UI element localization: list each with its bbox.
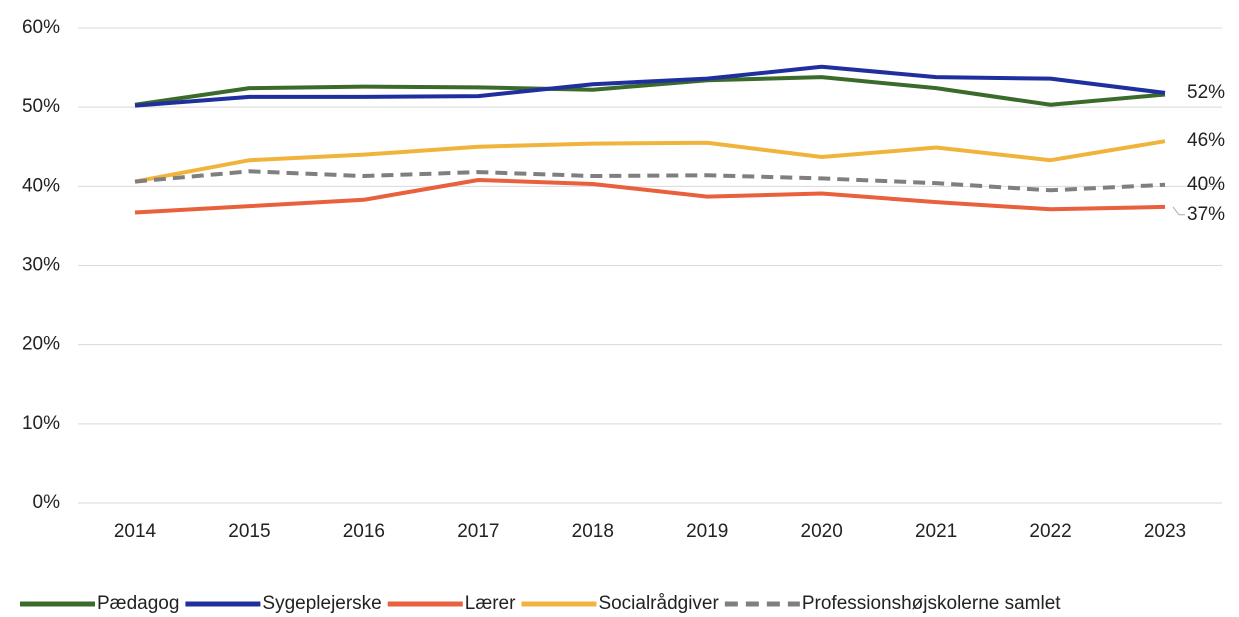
line-series xyxy=(134,75,1166,107)
x-tick-label: 2022 xyxy=(1029,521,1071,542)
y-tick-label: 10% xyxy=(22,413,60,434)
data-label: 46% xyxy=(1187,130,1225,151)
y-tick-label: 40% xyxy=(22,175,60,196)
legend-label: Sygeplejerske xyxy=(262,593,381,614)
y-tick-label: 60% xyxy=(22,17,60,38)
y-tick-label: 20% xyxy=(22,334,60,355)
line-series xyxy=(134,178,1166,215)
data-label: 40% xyxy=(1187,174,1225,195)
data-label: 37% xyxy=(1187,204,1225,225)
x-tick-label: 2023 xyxy=(1144,521,1186,542)
y-tick-label: 30% xyxy=(22,255,60,276)
x-tick-label: 2016 xyxy=(343,521,385,542)
x-tick-label: 2018 xyxy=(572,521,614,542)
x-tick-label: 2014 xyxy=(114,521,157,542)
x-tick-label: 2015 xyxy=(228,521,270,542)
legend-label: Lærer xyxy=(465,593,516,614)
x-tick-label: 2020 xyxy=(801,521,843,542)
y-tick-label: 0% xyxy=(33,492,61,513)
legend-label: Pædagog xyxy=(97,593,179,614)
x-tick-label: 2017 xyxy=(457,521,499,542)
line-series xyxy=(134,64,1166,108)
x-tick-label: 2021 xyxy=(915,521,957,542)
legend-label: Professionshøjskolerne samlet xyxy=(802,593,1061,614)
x-tick-label: 2019 xyxy=(686,521,728,542)
line-series xyxy=(134,139,1166,184)
legend-label: Socialrådgiver xyxy=(598,593,719,614)
data-label: 52% xyxy=(1187,82,1225,103)
y-tick-label: 50% xyxy=(22,96,60,117)
leader-line xyxy=(1172,206,1185,216)
line-series xyxy=(134,169,1166,193)
